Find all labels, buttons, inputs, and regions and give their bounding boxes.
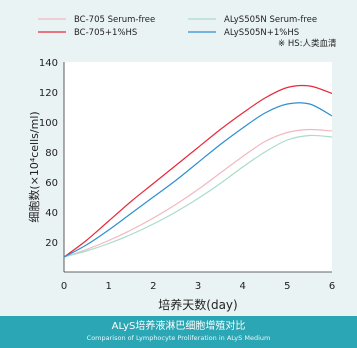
x-tick-label: 4 [239, 281, 245, 292]
legend-note: ※ HS:人类血清 [278, 38, 337, 49]
legend-label: ALyS505N Serum-free [224, 15, 317, 25]
legend-label: ALyS505N+1%HS [224, 28, 299, 38]
y-tick-label: 140 [39, 58, 58, 69]
y-tick-label: 40 [45, 208, 58, 219]
series-line-2 [63, 134, 333, 258]
y-tick-labels: 20 40 60 80 100 120 140 [39, 58, 58, 249]
chart-subtitle: Comparison of Lymphocyte Proliferation i… [86, 334, 271, 342]
x-axis-label: 培养天数(day) [158, 297, 237, 312]
x-tick-label: 1 [105, 281, 111, 292]
series-lines [63, 84, 333, 258]
chart: BC-705 Serum-free ALyS505N Serum-free BC-7… [28, 15, 337, 312]
y-tick-label: 80 [45, 148, 58, 159]
x-tick-label: 2 [150, 281, 156, 292]
x-tick-label: 6 [329, 281, 335, 292]
legend-label: BC-705 Serum-free [74, 15, 155, 25]
x-tick-label: 0 [61, 281, 67, 292]
plot-area [64, 62, 332, 272]
x-tick-label: 5 [284, 281, 290, 292]
legend-label: BC-705+1%HS [74, 28, 137, 38]
y-tick-label: 20 [45, 238, 58, 249]
legend: BC-705 Serum-free ALyS505N Serum-free BC-7… [38, 15, 317, 38]
series-line-1 [63, 128, 333, 258]
chart-caption: ALyS培养液淋巴细胞增殖对比 Comparison of Lymphocyte… [0, 316, 357, 348]
series-line-3 [63, 84, 333, 258]
y-tick-label: 60 [45, 178, 58, 189]
y-tick-label: 120 [39, 88, 58, 99]
x-tick-label: 3 [195, 281, 201, 292]
series-line-4 [63, 102, 333, 258]
chart-title: ALyS培养液淋巴细胞增殖对比 [111, 321, 246, 332]
y-tick-label: 100 [39, 118, 58, 129]
x-tick-labels: 0 1 2 3 4 5 6 [61, 281, 335, 292]
y-axis-label: 细胞数(×10⁴cells/ml) [28, 111, 41, 222]
